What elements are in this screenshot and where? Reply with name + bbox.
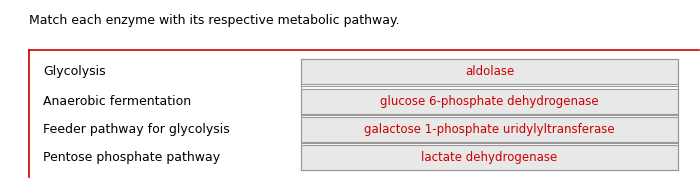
FancyBboxPatch shape	[301, 145, 678, 170]
Text: Anaerobic fermentation: Anaerobic fermentation	[43, 95, 191, 108]
Text: lactate dehydrogenase: lactate dehydrogenase	[421, 151, 558, 164]
Text: Pentose phosphate pathway: Pentose phosphate pathway	[43, 151, 220, 164]
Text: glucose 6-phosphate dehydrogenase: glucose 6-phosphate dehydrogenase	[380, 95, 598, 108]
Text: galactose 1-phosphate uridylyltransferase: galactose 1-phosphate uridylyltransferas…	[364, 123, 615, 136]
FancyBboxPatch shape	[301, 117, 678, 142]
FancyBboxPatch shape	[301, 59, 678, 84]
Text: aldolase: aldolase	[465, 65, 514, 78]
Text: Feeder pathway for glycolysis: Feeder pathway for glycolysis	[43, 123, 230, 136]
Text: Glycolysis: Glycolysis	[43, 65, 106, 78]
FancyBboxPatch shape	[301, 89, 678, 114]
Text: Match each enzyme with its respective metabolic pathway.: Match each enzyme with its respective me…	[29, 14, 400, 27]
